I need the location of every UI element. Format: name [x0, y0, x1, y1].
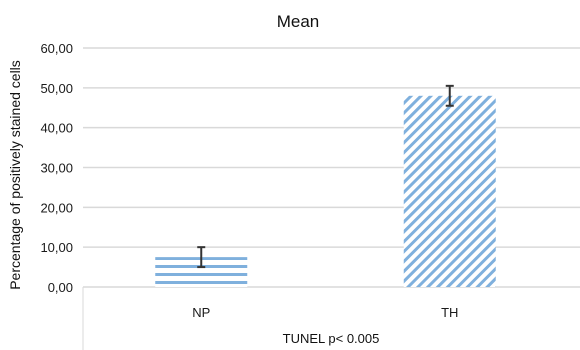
gridlines — [83, 48, 580, 287]
y-tick-label: 60,00 — [40, 41, 73, 56]
y-tick-label: 30,00 — [40, 161, 73, 176]
y-tick-label: 10,00 — [40, 240, 73, 255]
y-axis-title: Percentage of positively stained cells — [7, 60, 23, 290]
bars — [155, 96, 496, 287]
chart-title: Mean — [277, 12, 320, 31]
y-tick-label: 40,00 — [40, 121, 73, 136]
category-label: TH — [441, 305, 458, 320]
y-tick-label: 0,00 — [48, 280, 73, 295]
category-label: NP — [192, 305, 210, 320]
y-tick-labels: 0,00 10,00 20,00 30,00 40,00 50,00 60,00 — [40, 41, 73, 295]
x-axis-title: TUNEL p< 0.005 — [283, 331, 380, 346]
category-labels: NP TH — [192, 305, 458, 320]
y-tick-label: 50,00 — [40, 81, 73, 96]
y-tick-label: 20,00 — [40, 200, 73, 215]
bar-th — [404, 96, 496, 287]
